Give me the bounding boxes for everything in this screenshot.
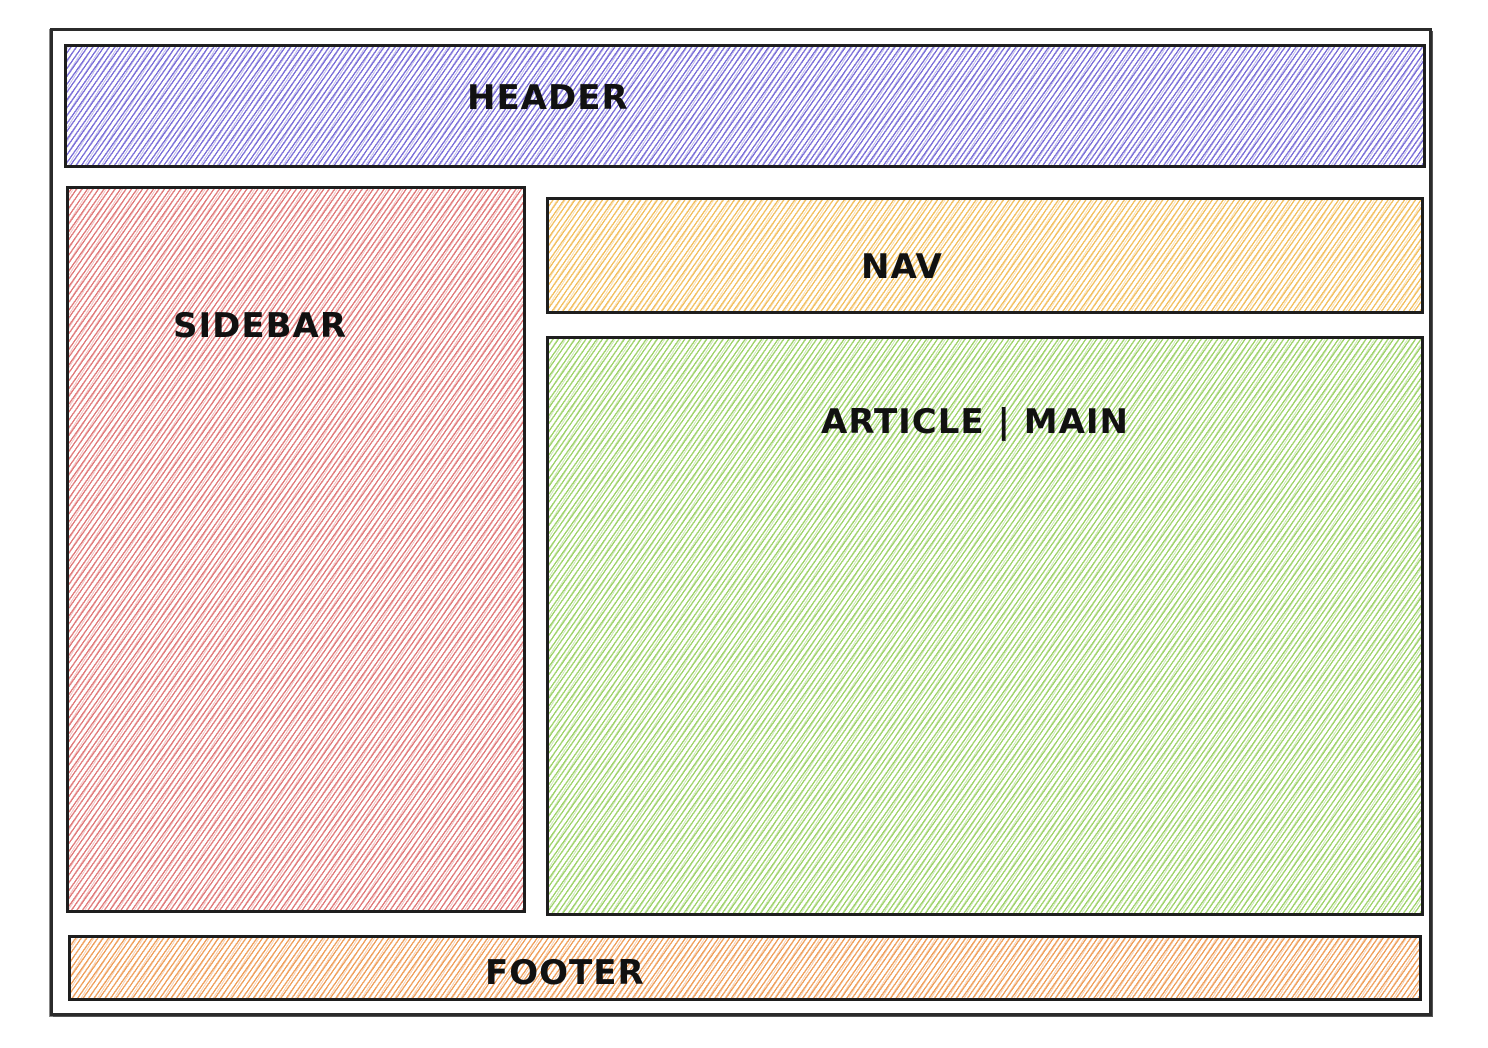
sidebar-label: SIDEBAR	[173, 306, 347, 346]
layout-frame	[50, 28, 1432, 1016]
header-label: HEADER	[467, 78, 629, 118]
article-main-region: ARTICLE | MAIN	[546, 336, 1424, 916]
sidebar-region: SIDEBAR	[66, 186, 526, 913]
article-main-label: ARTICLE | MAIN	[821, 402, 1129, 442]
footer-label: FOOTER	[485, 953, 645, 993]
footer-region: FOOTER	[68, 935, 1422, 1001]
nav-region: NAV	[546, 197, 1424, 314]
header-region: HEADER	[64, 44, 1426, 168]
nav-label: NAV	[861, 247, 943, 287]
